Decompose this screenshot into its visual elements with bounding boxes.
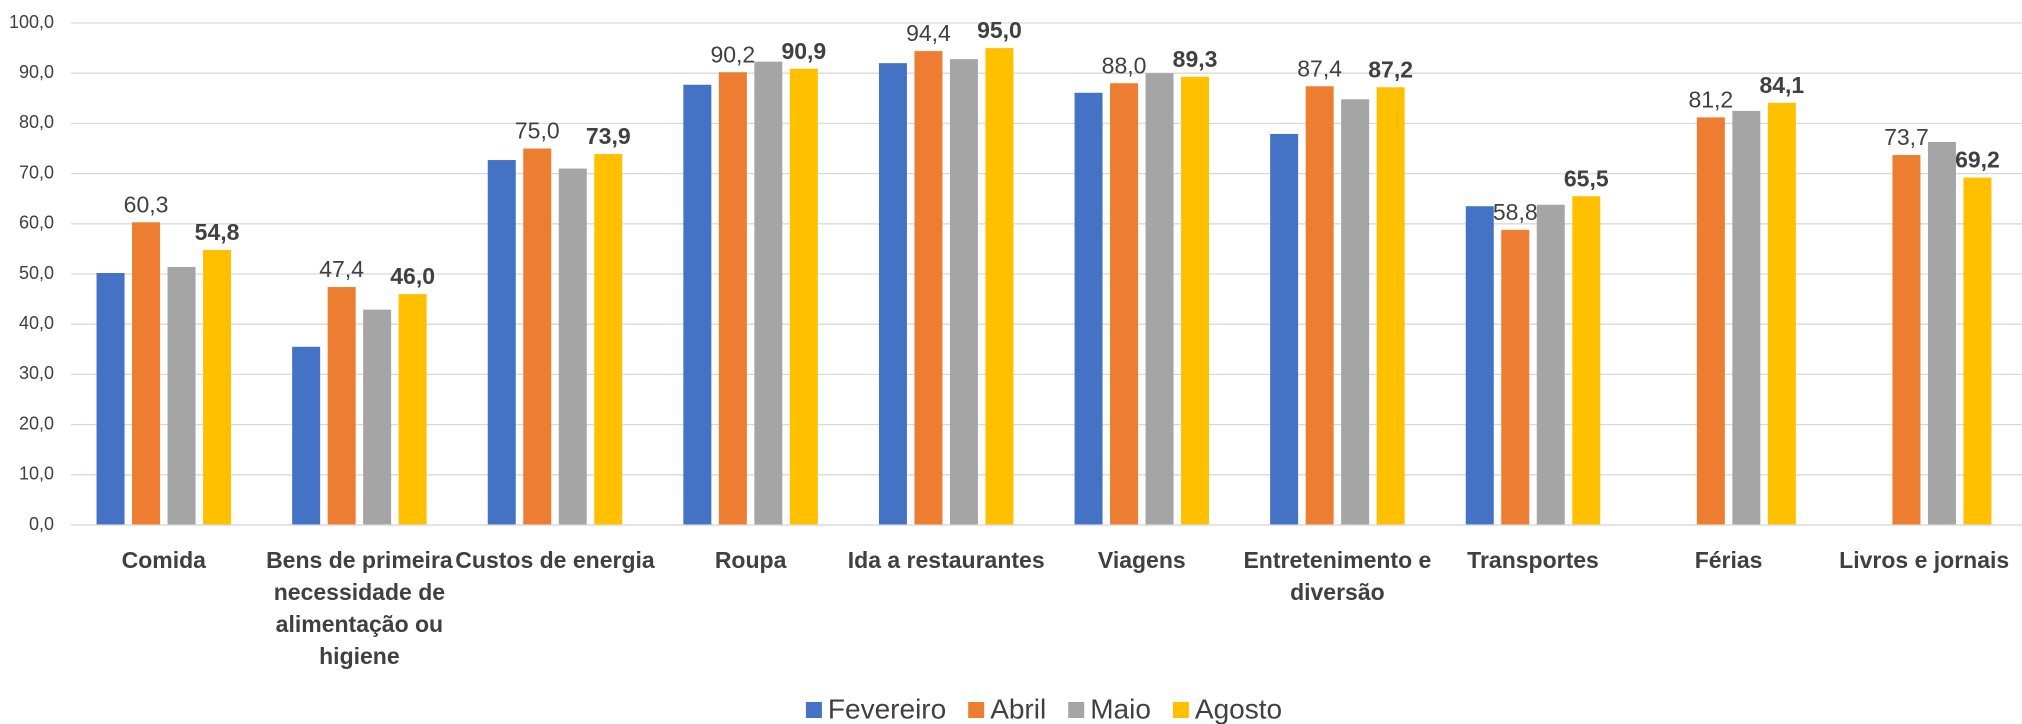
y-tick-label: 80,0 xyxy=(19,112,54,132)
bar xyxy=(594,154,623,525)
legend-swatch xyxy=(805,702,822,718)
data-label: 90,9 xyxy=(781,38,826,64)
bar xyxy=(914,51,943,525)
bar xyxy=(878,63,907,525)
data-label: 94,4 xyxy=(906,20,951,46)
bar xyxy=(1536,204,1565,525)
bar xyxy=(1572,196,1601,525)
bar xyxy=(167,266,196,525)
bar xyxy=(949,59,978,525)
bar xyxy=(203,249,232,526)
legend-swatch xyxy=(1068,702,1085,718)
bar xyxy=(398,294,427,525)
bar xyxy=(96,272,125,525)
x-tick-label: Comida xyxy=(121,547,206,573)
x-tick-label: Livros e jornais xyxy=(1839,547,2010,573)
bar xyxy=(789,68,818,525)
legend-label: Agosto xyxy=(1195,693,1282,724)
legend-swatch xyxy=(1172,702,1189,718)
bar xyxy=(132,222,161,525)
y-tick-label: 0,0 xyxy=(29,514,54,534)
y-tick-label: 70,0 xyxy=(19,162,54,182)
data-label: 73,9 xyxy=(586,123,631,149)
bar xyxy=(718,72,747,526)
legend-label: Abril xyxy=(990,693,1046,724)
bar xyxy=(487,160,516,525)
data-label: 87,2 xyxy=(1368,56,1413,82)
data-label: 47,4 xyxy=(319,256,364,282)
bar xyxy=(1305,86,1334,525)
data-label: 90,2 xyxy=(710,41,755,67)
bar xyxy=(292,346,321,525)
bar xyxy=(1465,206,1494,526)
x-tick-label: Custos de energia xyxy=(455,547,655,573)
data-label: 54,8 xyxy=(195,219,240,245)
x-tick-label: Roupa xyxy=(714,547,787,573)
bar xyxy=(1927,141,1956,525)
y-tick-label: 10,0 xyxy=(19,464,54,484)
bar xyxy=(363,309,392,525)
bar xyxy=(1501,229,1530,525)
y-tick-label: 40,0 xyxy=(19,313,54,333)
bar xyxy=(523,148,552,525)
bar xyxy=(1074,92,1103,525)
y-tick-label: 100,0 xyxy=(9,12,54,32)
y-tick-label: 90,0 xyxy=(19,62,54,82)
legend-label: Maio xyxy=(1090,693,1151,724)
data-label: 46,0 xyxy=(390,263,435,289)
legend-label: Fevereiro xyxy=(828,693,946,724)
bar xyxy=(1963,177,1992,525)
bar xyxy=(985,48,1014,525)
bar xyxy=(558,168,587,525)
bar xyxy=(754,61,783,526)
x-tick-label: Entretenimento e diversão xyxy=(1243,547,1432,605)
bar xyxy=(1767,102,1796,526)
bar xyxy=(1892,155,1921,525)
bar xyxy=(1732,110,1761,525)
data-label: 81,2 xyxy=(1688,86,1733,112)
x-tick-label: Férias xyxy=(1694,547,1763,573)
data-label: 73,7 xyxy=(1884,124,1929,150)
legend-swatch xyxy=(968,702,985,718)
bar xyxy=(1145,73,1174,525)
data-label: 69,2 xyxy=(1955,147,2000,173)
bar xyxy=(327,287,356,525)
data-label: 65,5 xyxy=(1564,165,1609,191)
data-label: 75,0 xyxy=(515,118,560,144)
x-tick-label: Ida a restaurantes xyxy=(847,547,1045,573)
bar xyxy=(1341,99,1370,525)
bar xyxy=(1270,133,1299,525)
x-tick-label: Viagens xyxy=(1097,547,1186,573)
bar xyxy=(1696,117,1725,525)
bar xyxy=(1376,87,1405,526)
data-label: 58,8 xyxy=(1493,199,1538,225)
data-label: 87,4 xyxy=(1297,55,1342,81)
y-tick-label: 20,0 xyxy=(19,413,54,433)
data-label: 60,3 xyxy=(124,191,169,217)
data-label: 89,3 xyxy=(1173,46,1218,72)
y-tick-label: 30,0 xyxy=(19,363,54,383)
x-tick-label: Transportes xyxy=(1467,547,1599,573)
data-label: 95,0 xyxy=(977,17,1022,43)
bar xyxy=(683,84,712,525)
y-tick-label: 60,0 xyxy=(19,213,54,233)
x-tick-label: Bens de primeira necessidade de alimenta… xyxy=(266,547,453,669)
bar xyxy=(1181,76,1210,526)
data-label: 88,0 xyxy=(1102,52,1147,78)
bar xyxy=(1110,83,1139,526)
y-tick-label: 50,0 xyxy=(19,263,54,283)
data-label: 84,1 xyxy=(1759,72,1804,98)
